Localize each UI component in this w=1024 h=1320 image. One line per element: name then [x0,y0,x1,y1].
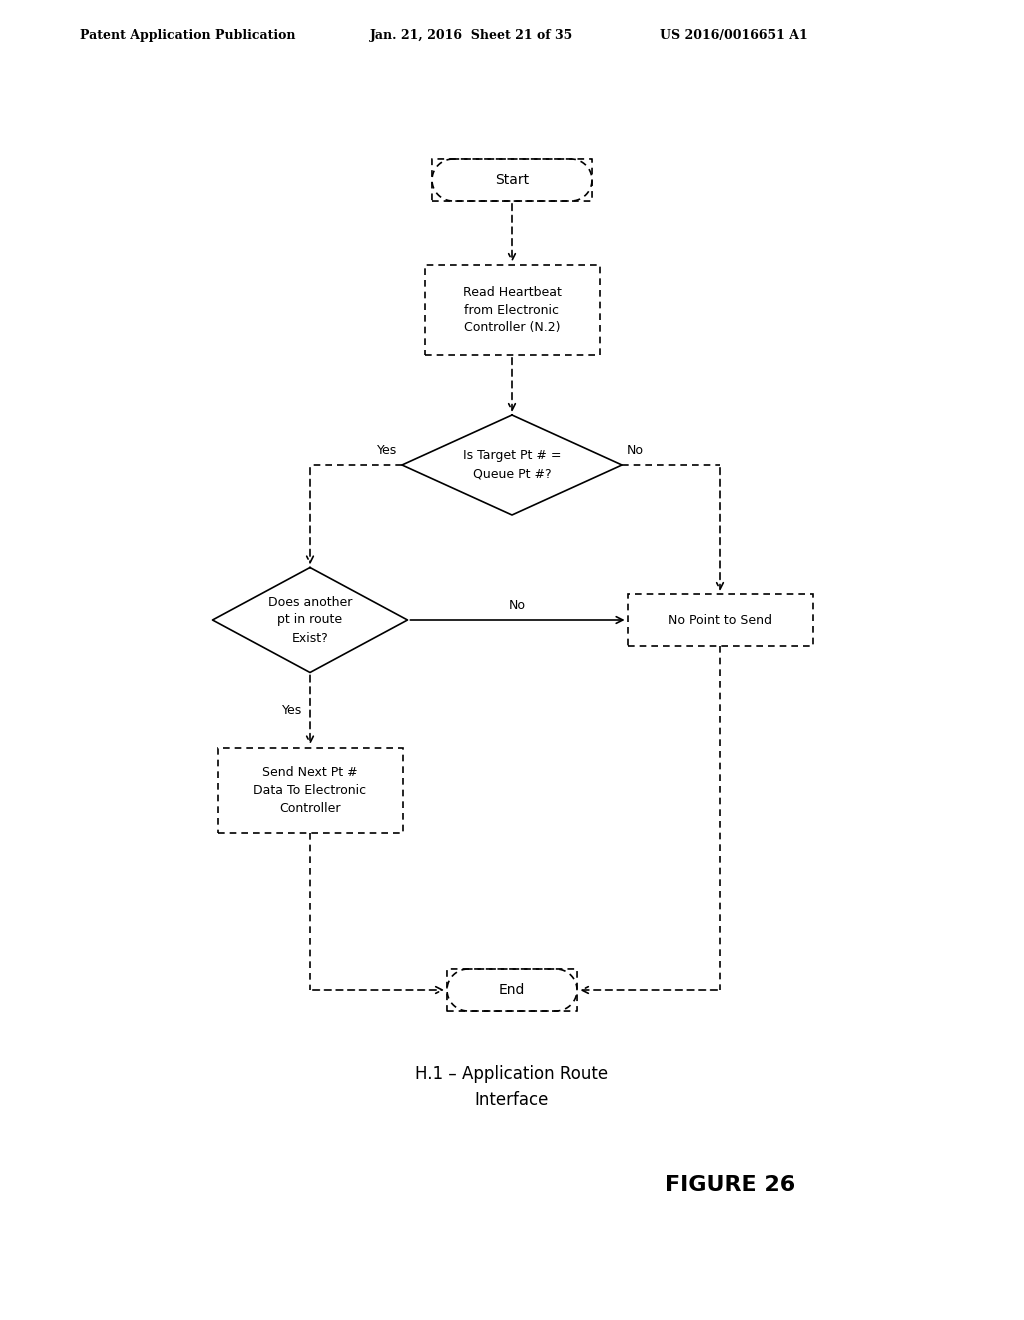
Polygon shape [447,969,577,1011]
Text: H.1 – Application Route
Interface: H.1 – Application Route Interface [416,1065,608,1109]
Text: US 2016/0016651 A1: US 2016/0016651 A1 [660,29,808,41]
Polygon shape [432,158,592,201]
Text: Yes: Yes [282,704,302,717]
Text: Is Target Pt # =
Queue Pt #?: Is Target Pt # = Queue Pt #? [463,450,561,480]
Text: No: No [509,599,526,612]
Text: No: No [627,444,644,457]
Text: End: End [499,983,525,997]
Text: Does another
pt in route
Exist?: Does another pt in route Exist? [268,595,352,644]
Text: Start: Start [495,173,529,187]
Bar [217,747,402,833]
Text: Send Next Pt #
Data To Electronic
Controller: Send Next Pt # Data To Electronic Contro… [253,766,367,814]
Text: Jan. 21, 2016  Sheet 21 of 35: Jan. 21, 2016 Sheet 21 of 35 [370,29,573,41]
Polygon shape [213,568,408,672]
Text: Patent Application Publication: Patent Application Publication [80,29,296,41]
FancyBboxPatch shape [432,158,592,201]
Bar [628,594,812,645]
FancyBboxPatch shape [446,969,578,1011]
Bar [425,265,599,355]
Text: FIGURE 26: FIGURE 26 [665,1175,795,1195]
Polygon shape [402,414,622,515]
Text: Yes: Yes [377,444,397,457]
Text: Read Heartbeat
from Electronic
Controller (N.2): Read Heartbeat from Electronic Controlle… [463,285,561,334]
Text: No Point to Send: No Point to Send [668,614,772,627]
